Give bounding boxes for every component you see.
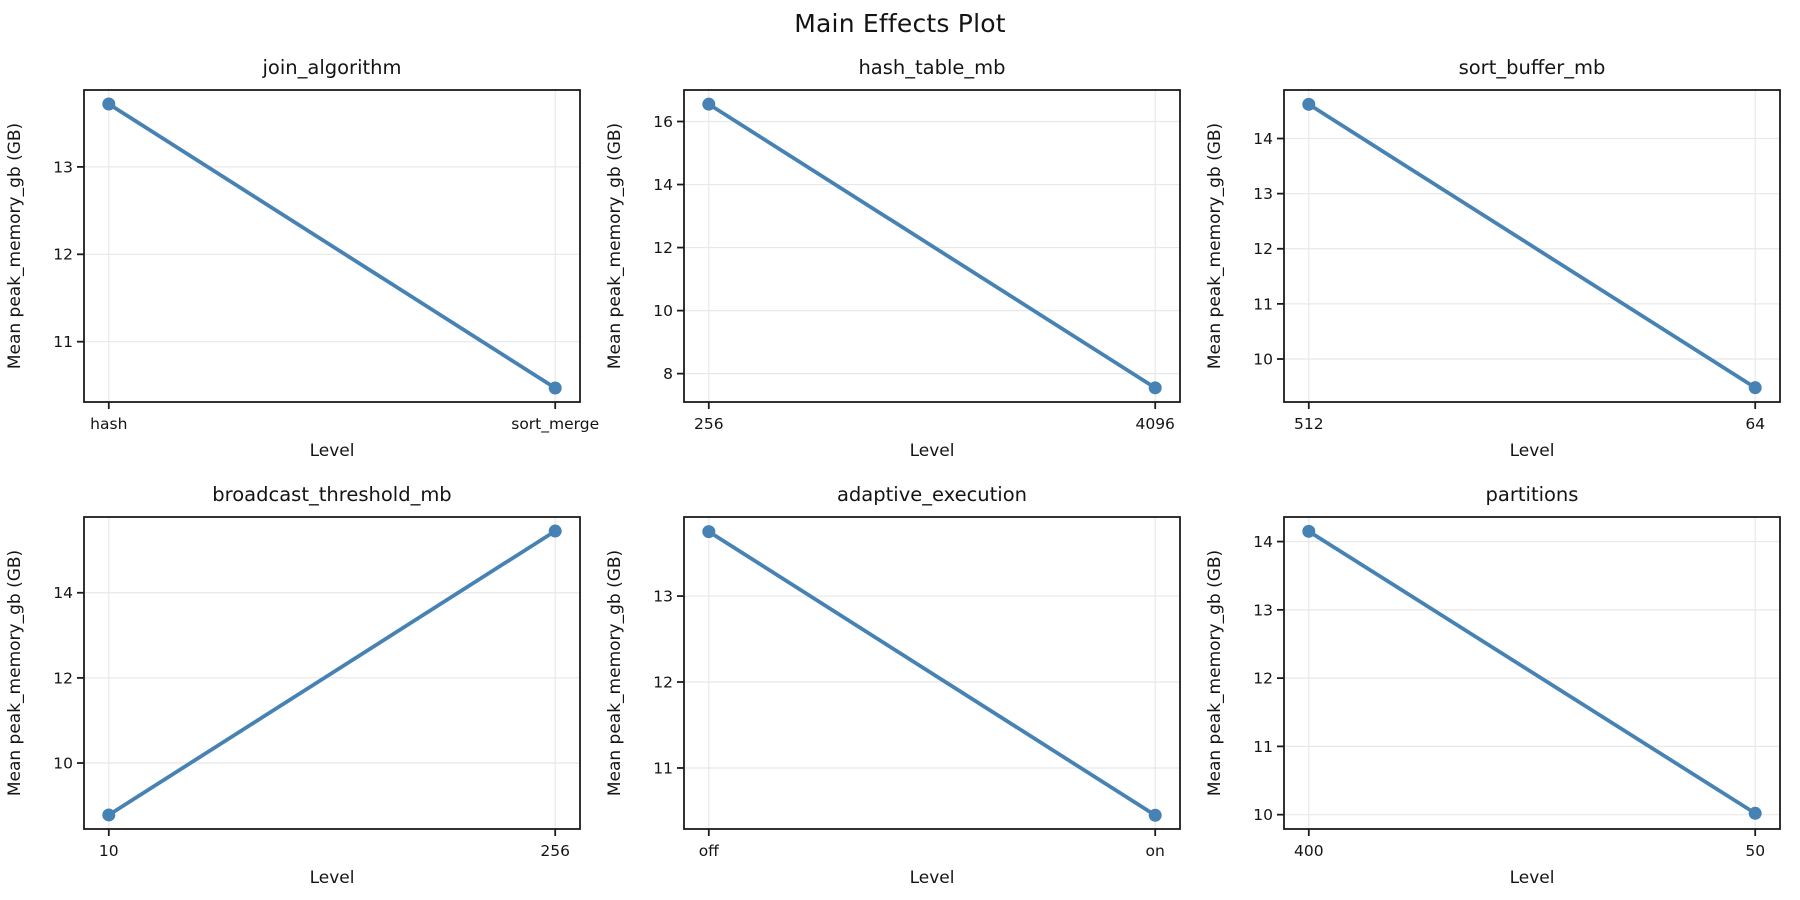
subplot-join-algorithm: 11 12 13 hash sort_merge join_algorithm Mean p… [5, 56, 599, 461]
x-tick-label: 400 [1294, 842, 1324, 860]
y-tick-label: 12 [1253, 240, 1273, 258]
axes-border [683, 89, 1181, 403]
data-point-marker [1148, 808, 1162, 822]
x-axis-label: Level [310, 441, 355, 461]
y-tick-label: 12 [53, 246, 73, 264]
effect-line [1306, 102, 1758, 390]
data-point-marker [702, 525, 716, 539]
data-point-marker [1148, 381, 1162, 395]
y-axis-label: Mean peak_memory_gb (GB) [605, 123, 625, 369]
y-tick-label: 14 [53, 584, 73, 602]
y-tick-label: 16 [653, 113, 673, 131]
effect-line [106, 102, 558, 390]
subplot-title: partitions [1486, 483, 1579, 506]
y-tick-label: 10 [653, 302, 673, 320]
y-tick-label: 14 [653, 176, 673, 194]
x-axis-label: Level [910, 441, 955, 461]
y-tick-label: 12 [53, 669, 73, 687]
data-point-marker [1302, 97, 1316, 111]
axes-border [83, 89, 581, 403]
x-tick-label: 256 [694, 415, 724, 433]
data-point-marker [702, 97, 716, 111]
y-tick-label: 13 [53, 158, 73, 176]
y-tick-label: 11 [1253, 295, 1273, 313]
axes-border [1283, 89, 1781, 403]
y-tick-label: 13 [1253, 601, 1273, 619]
x-tick-label: sort_merge [511, 415, 599, 434]
data-point-marker [1748, 381, 1762, 395]
y-axis-label: Mean peak_memory_gb (GB) [5, 123, 25, 369]
subplot-title: sort_buffer_mb [1459, 56, 1606, 79]
effect-line [706, 102, 1158, 390]
data-point-marker [548, 381, 562, 395]
figure-suptitle: Main Effects Plot [794, 8, 1006, 38]
data-point-marker [102, 97, 116, 111]
effect-line [1306, 529, 1758, 816]
y-axis-label: Mean peak_memory_gb (GB) [5, 550, 25, 796]
y-tick-label: 12 [653, 673, 673, 691]
x-tick-label: 4096 [1135, 415, 1174, 433]
subplot-title: broadcast_threshold_mb [212, 483, 451, 506]
subplot-broadcast-threshold-mb: 10 12 14 10 256 broadcast_threshold_mb Mean pe… [5, 483, 581, 888]
x-tick-label: off [699, 842, 719, 860]
y-tick-label: 11 [653, 759, 673, 777]
y-axis-label: Mean peak_memory_gb (GB) [1205, 550, 1225, 796]
subplot-partitions: 10 11 12 13 14 400 50 partitions Mean peak_memor… [1205, 483, 1781, 888]
y-tick-label: 10 [1253, 806, 1273, 824]
x-tick-label: 256 [540, 842, 570, 860]
y-tick-label: 14 [1253, 130, 1273, 148]
y-tick-label: 13 [1253, 185, 1273, 203]
x-axis-label: Level [1510, 441, 1555, 461]
axes-border [83, 516, 581, 830]
y-tick-label: 10 [1253, 350, 1273, 368]
x-tick-label: 50 [1745, 842, 1765, 860]
x-tick-label: 10 [99, 842, 119, 860]
y-tick-label: 11 [1253, 738, 1273, 756]
x-tick-label: 64 [1745, 415, 1765, 433]
y-tick-label: 8 [663, 365, 673, 383]
subplot-adaptive-execution: 11 12 13 off on adaptive_execution Mean peak_m… [605, 483, 1181, 888]
y-tick-label: 13 [653, 587, 673, 605]
subplot-hash-table-mb: 8 10 12 14 16 256 4096 hash_table_mb Mean peak_m… [605, 56, 1181, 461]
effect-line [106, 529, 558, 817]
y-tick-label: 10 [53, 754, 73, 772]
y-tick-label: 12 [1253, 670, 1273, 688]
subplot-title: hash_table_mb [858, 56, 1005, 79]
subplot-grid: 11 12 13 hash sort_merge join_algorithm Mean p… [0, 46, 1800, 900]
subplot-title: adaptive_execution [837, 483, 1027, 506]
x-tick-label: on [1146, 842, 1165, 860]
x-tick-label: 512 [1294, 415, 1324, 433]
data-point-marker [102, 808, 116, 822]
y-axis-label: Mean peak_memory_gb (GB) [605, 550, 625, 796]
y-tick-label: 14 [1253, 533, 1273, 551]
axes-border [1283, 516, 1781, 830]
y-axis-label: Mean peak_memory_gb (GB) [1205, 123, 1225, 369]
y-tick-label: 11 [53, 333, 73, 351]
x-axis-label: Level [1510, 868, 1555, 888]
data-point-marker [1748, 806, 1762, 820]
data-point-marker [1302, 524, 1316, 538]
x-axis-label: Level [310, 868, 355, 888]
data-point-marker [548, 524, 562, 538]
x-axis-label: Level [910, 868, 955, 888]
subplot-title: join_algorithm [262, 56, 402, 79]
y-tick-label: 12 [653, 239, 673, 257]
subplot-sort-buffer-mb: 10 11 12 13 14 512 64 sort_buffer_mb Mean peak_m… [1205, 56, 1781, 461]
x-tick-label: hash [90, 415, 127, 433]
axes-border [683, 516, 1181, 830]
effect-line [706, 529, 1158, 818]
